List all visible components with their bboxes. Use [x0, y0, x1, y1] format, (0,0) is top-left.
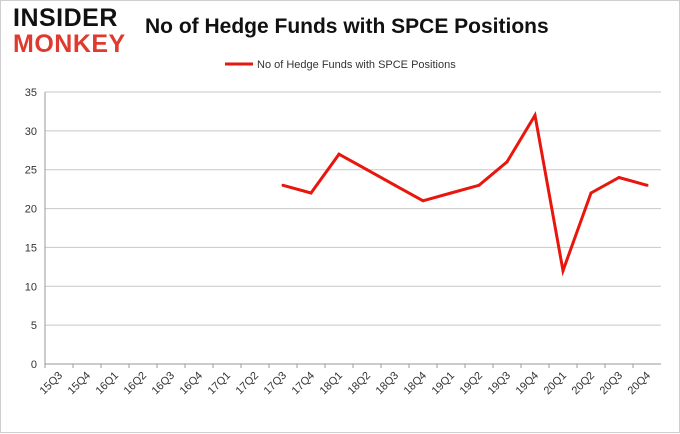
x-tick-label: 19Q2 — [458, 370, 486, 398]
data-point-18Q2 — [365, 168, 369, 172]
grid — [44, 91, 661, 365]
x-tick-label: 19Q3 — [486, 370, 514, 398]
x-tick-label: 18Q2 — [346, 370, 374, 398]
data-point-17Q3 — [281, 183, 285, 187]
y-axis-ticks: 0 5 10 15 20 25 30 35 — [25, 87, 37, 371]
data-point-20Q3 — [617, 175, 621, 179]
data-point-19Q4 — [533, 113, 537, 117]
data-point-20Q2 — [589, 191, 593, 195]
series-group — [281, 111, 649, 277]
legend-label: No of Hedge Funds with SPCE Positions — [257, 59, 456, 71]
x-tick-label: 18Q3 — [374, 370, 402, 398]
x-tick-label: 17Q1 — [206, 370, 234, 398]
data-point-18Q1 — [337, 152, 341, 156]
chart-title: No of Hedge Funds with SPCE Positions — [145, 15, 549, 38]
x-tick-label: 16Q2 — [122, 370, 150, 398]
x-tick-label: 20Q2 — [570, 370, 598, 398]
insider-monkey-logo: INSIDER MONKEY — [11, 5, 131, 59]
x-tick-label: 15Q4 — [66, 370, 94, 398]
x-tick-label: 20Q4 — [626, 370, 654, 398]
x-tick-label: 16Q4 — [178, 370, 206, 398]
logo-line-2: MONKEY — [13, 30, 126, 58]
x-tick-label: 19Q4 — [514, 370, 542, 398]
data-point-20Q1 — [561, 269, 565, 273]
x-tick-label: 17Q3 — [262, 370, 290, 398]
series-line-0 — [282, 111, 648, 277]
x-tick-label: 17Q2 — [234, 370, 262, 398]
x-axis-ticks: 15Q3 15Q4 16Q1 16Q2 16Q3 16Q4 17Q1 17Q2 17Q3 17Q4… — [38, 364, 654, 398]
x-tick-label: 19Q1 — [430, 370, 458, 398]
x-tick-label: 16Q1 — [94, 370, 122, 398]
data-point-18Q4 — [421, 199, 425, 203]
y-tick-label: 35 — [25, 87, 37, 99]
y-tick-label: 5 — [31, 320, 37, 332]
x-tick-label: 20Q1 — [542, 370, 570, 398]
x-tick-label: 18Q4 — [402, 370, 430, 398]
data-point-19Q2 — [477, 183, 481, 187]
data-point-19Q1 — [449, 191, 453, 195]
x-tick-label: 16Q3 — [150, 370, 178, 398]
legend: No of Hedge Funds with SPCE Positions — [225, 59, 456, 71]
y-tick-label: 30 — [25, 126, 37, 138]
y-tick-label: 10 — [25, 281, 37, 293]
y-tick-label: 15 — [25, 242, 37, 254]
y-tick-label: 25 — [25, 165, 37, 177]
x-tick-label: 20Q3 — [598, 370, 626, 398]
x-tick-label: 15Q3 — [38, 370, 66, 398]
y-tick-label: 20 — [25, 204, 37, 216]
data-point-18Q3 — [393, 183, 397, 187]
logo-line-1: INSIDER — [13, 4, 118, 32]
data-point-19Q3 — [505, 160, 509, 164]
x-tick-label: 17Q4 — [290, 370, 318, 398]
x-tick-label: 18Q1 — [318, 370, 346, 398]
data-point-17Q4 — [309, 191, 313, 195]
y-tick-label: 0 — [31, 359, 37, 371]
data-point-20Q4 — [645, 183, 649, 187]
